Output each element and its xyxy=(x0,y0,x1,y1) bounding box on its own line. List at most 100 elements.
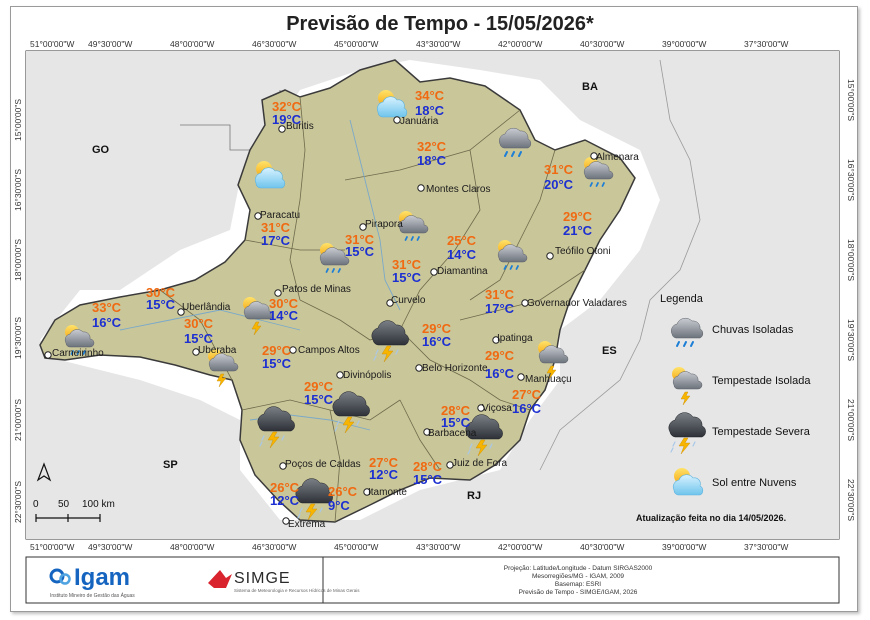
temp-min: 14°C xyxy=(447,247,477,262)
temp-max: 31°C xyxy=(345,232,375,247)
city-name: Teófilo Otoni xyxy=(555,246,611,257)
temp-max: 32°C xyxy=(417,139,447,154)
temp-max: 29°C xyxy=(485,348,515,363)
scale-label: 100 km xyxy=(82,499,115,510)
temp-max: 31°C xyxy=(261,220,291,235)
temp-min: 15°C xyxy=(392,270,422,285)
temp-min: 19°C xyxy=(272,112,302,127)
coord-label: 46°30'00"W xyxy=(252,39,296,49)
temp-max: 29°C xyxy=(563,209,593,224)
city-marker xyxy=(363,488,371,496)
legend-label: Sol entre Nuvens xyxy=(712,477,797,489)
simge-logo: SIMGE Sistema de Meteorologia e Recursos… xyxy=(208,570,360,593)
meta-line: Projeção: Latitude/Longitude - Datum SIR… xyxy=(504,565,653,572)
temp-min: 15°C xyxy=(262,356,292,371)
city-name: Extrema xyxy=(288,519,326,530)
state-label-rj: RJ xyxy=(467,490,481,502)
coord-label: 51°00'00"W xyxy=(30,542,74,552)
city-name: Divinópolis xyxy=(343,370,391,381)
coord-label: 39°00'00"W xyxy=(662,39,706,49)
temp-min: 17°C xyxy=(485,301,515,316)
temp-min: 14°C xyxy=(269,308,299,323)
city-name: Governador Valadares xyxy=(527,298,627,309)
city-marker xyxy=(446,461,454,469)
coord-label: 16°30'00"S xyxy=(13,169,23,211)
city-marker xyxy=(477,404,485,412)
city-marker xyxy=(177,308,185,316)
coord-label: 15°00'00"S xyxy=(846,79,856,121)
temp-min: 15°C xyxy=(345,244,375,259)
coord-labels-bottom: 51°00'00"W 49°30'00"W 48°00'00"W 46°30'0… xyxy=(30,542,788,552)
city-marker xyxy=(423,428,431,436)
temp-min: 15°C xyxy=(413,472,443,487)
temp-min: 16°C xyxy=(512,401,542,416)
neighbor-states-relief xyxy=(26,51,839,539)
meta-line: Basemap: ESRI xyxy=(555,581,601,588)
temp-min: 16°C xyxy=(422,334,452,349)
coord-label: 42°00'00"W xyxy=(498,39,542,49)
city-marker xyxy=(44,351,52,359)
city-name: Uberaba xyxy=(198,345,237,356)
city-marker xyxy=(282,517,290,525)
coord-label: 22°30'00"S xyxy=(13,481,23,523)
temp-min: 20°C xyxy=(544,177,574,192)
coord-label: 42°00'00"W xyxy=(498,542,542,552)
temp-min: 17°C xyxy=(261,233,291,248)
city-name: Belo Horizonte xyxy=(422,363,488,374)
city-marker xyxy=(359,223,367,231)
coord-label: 19°30'00"S xyxy=(13,317,23,359)
city-marker xyxy=(289,346,297,354)
temp-max: 26°C xyxy=(328,484,358,499)
city-markers: Buritis Januária Montes Claros Almenara … xyxy=(44,116,639,530)
igam-logo-text: Igam xyxy=(74,564,130,591)
page-title: Previsão de Tempo - 15/05/2026* xyxy=(286,13,594,35)
temp-max: 31°C xyxy=(392,257,422,272)
coord-label: 22°30'00"S xyxy=(846,479,856,521)
simge-logo-subtitle: Sistema de Meteorologia e Recursos Hídri… xyxy=(234,588,360,593)
temp-max: 29°C xyxy=(422,321,452,336)
coord-label: 37°30'00"W xyxy=(744,542,788,552)
coord-labels-top: 51°00'00"W 49°30'00"W 48°00'00"W 46°30'0… xyxy=(30,39,788,49)
legend-label: Tempestade Severa xyxy=(712,426,811,438)
coord-label: 49°30'00"W xyxy=(88,39,132,49)
legend-label: Chuvas Isoladas xyxy=(712,324,794,336)
state-label-sp: SP xyxy=(163,459,178,471)
city-name: Paracatu xyxy=(260,210,300,221)
temp-min: 9°C xyxy=(328,498,350,513)
temp-min: 16°C xyxy=(485,366,515,381)
state-label-es: ES xyxy=(602,345,617,357)
coord-label: 43°30'00"W xyxy=(416,542,460,552)
coord-label: 45°00'00"W xyxy=(334,542,378,552)
coord-labels-left: 15°00'00"S 16°30'00"S 18°00'00"S 19°30'0… xyxy=(13,99,23,523)
city-marker xyxy=(278,125,286,133)
city-marker xyxy=(393,116,401,124)
city-marker xyxy=(492,336,500,344)
city-marker xyxy=(254,212,262,220)
temp-max: 30°C xyxy=(269,296,299,311)
city-name: Januária xyxy=(400,116,439,127)
temp-max: 27°C xyxy=(512,387,542,402)
city-marker xyxy=(590,152,598,160)
coord-label: 21°00'00"S xyxy=(13,399,23,441)
coord-label: 49°30'00"W xyxy=(88,542,132,552)
temp-max: 32°C xyxy=(272,99,302,114)
city-name: Ipatinga xyxy=(497,333,533,344)
temp-max: 29°C xyxy=(304,379,334,394)
city-name: Carneirinho xyxy=(52,348,104,359)
city-name: Almenara xyxy=(596,152,639,163)
city-name: Viçosa xyxy=(482,403,512,414)
igam-logo-subtitle: Instituto Mineiro de Gestão das Águas xyxy=(50,592,135,599)
north-arrow-icon xyxy=(36,462,52,482)
temp-max: 30°C xyxy=(184,316,214,331)
city-name: Itamonte xyxy=(368,487,407,498)
city-name: Uberlândia xyxy=(182,302,231,313)
city-marker xyxy=(430,268,438,276)
coord-labels-right: 15°00'00"S 16°30'00"S 18°00'00"S 19°30'0… xyxy=(846,79,856,521)
temp-max: 27°C xyxy=(369,455,399,470)
temp-max: 31°C xyxy=(544,162,574,177)
city-name: Barbacena xyxy=(428,428,477,439)
coord-label: 18°00'00"S xyxy=(13,239,23,281)
footer xyxy=(25,556,840,604)
city-name: Curvelo xyxy=(391,295,426,306)
